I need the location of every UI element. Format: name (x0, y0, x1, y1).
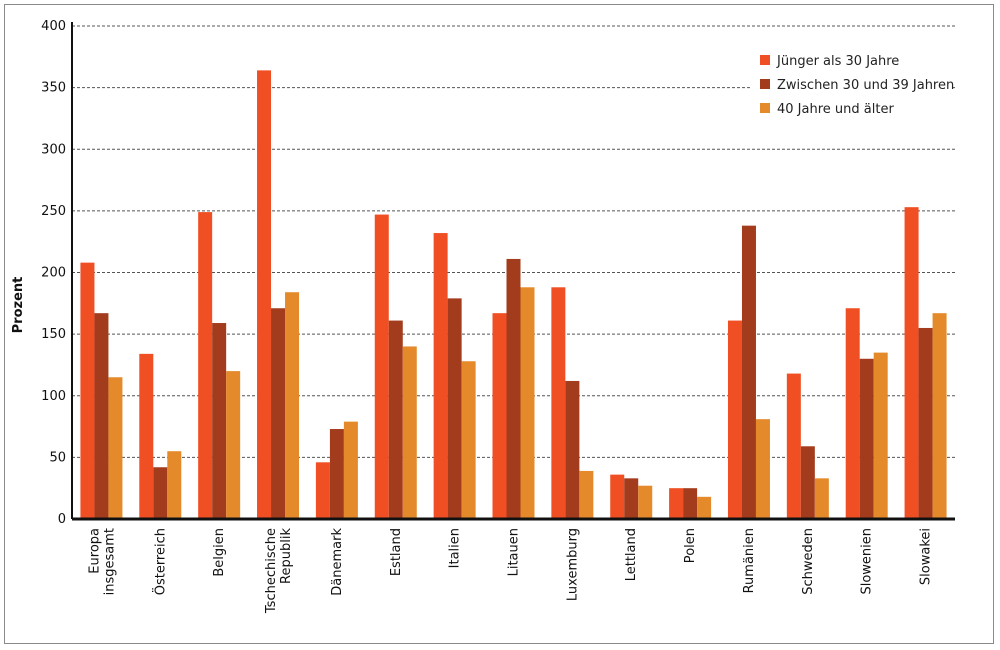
bar (624, 478, 639, 519)
legend-label: 40 Jahre und älter (777, 102, 894, 117)
bar (800, 446, 815, 519)
bar (506, 258, 521, 519)
bar (433, 233, 448, 519)
x-tick-label: Europainsgesamt (87, 528, 117, 595)
y-axis-ticks: 0 50 100 150 200 250 300 350 400 (41, 19, 66, 527)
x-tick-label: Rumänien (742, 528, 757, 593)
bar (918, 327, 933, 519)
x-tick-label: Dänemark (330, 528, 345, 596)
x-tick-label: Estland (389, 528, 404, 576)
bar (551, 287, 566, 519)
bar (461, 361, 476, 519)
y-tick-label: 400 (41, 19, 66, 34)
y-tick-label: 0 (58, 512, 66, 527)
x-tick-label: Lettland (624, 528, 639, 581)
bar (741, 225, 756, 520)
bar (447, 298, 462, 519)
bar (565, 380, 580, 519)
x-tick-label: Slowenien (860, 528, 875, 595)
y-axis-title: Prozent (11, 277, 26, 334)
x-tick-label: Luxemburg (565, 528, 580, 601)
bar (374, 214, 389, 519)
bar (212, 323, 227, 519)
bar (285, 292, 300, 519)
bar (638, 485, 653, 519)
legend-swatch (760, 79, 770, 89)
bar (683, 488, 698, 519)
legend-swatch (760, 103, 770, 113)
bar (329, 429, 344, 519)
x-tick-label: Österreich (151, 528, 168, 595)
y-tick-label: 100 (41, 389, 66, 404)
x-tick-label: Schweden (801, 528, 816, 595)
bar (697, 496, 712, 519)
bar (315, 462, 330, 519)
bar (814, 478, 829, 519)
bar (669, 488, 684, 519)
bar (94, 313, 109, 519)
bar (80, 262, 95, 519)
legend-label: Jünger als 30 Jahre (776, 54, 899, 69)
legend-background (752, 46, 952, 124)
axes (71, 22, 955, 521)
legend: Jünger als 30 Jahre Zwischen 30 und 39 Ja… (752, 46, 954, 124)
x-tick-label: Litauen (507, 528, 522, 576)
bar (579, 470, 594, 519)
bar (139, 353, 154, 519)
x-tick-label: Polen (683, 528, 698, 563)
bar (257, 70, 272, 520)
x-tick-label: Belgien (212, 528, 227, 577)
bar (932, 313, 947, 519)
legend-swatch (760, 55, 770, 65)
bar (167, 451, 182, 519)
bar (271, 308, 286, 519)
x-axis-labels: Europainsgesamt Österreich Belgien Tschechi… (87, 528, 933, 615)
y-tick-label: 250 (41, 204, 66, 219)
bar (388, 320, 403, 519)
y-tick-label: 300 (41, 142, 66, 157)
bar (402, 346, 417, 519)
bar (727, 320, 742, 519)
y-tick-label: 350 (41, 81, 66, 96)
bar (755, 419, 770, 519)
bar (226, 371, 241, 519)
y-tick-label: 50 (49, 450, 66, 465)
y-tick-label: 150 (41, 327, 66, 342)
bar (786, 373, 801, 519)
bars (80, 70, 947, 520)
bar (343, 421, 358, 519)
bar (610, 474, 625, 519)
bar (904, 207, 919, 520)
x-tick-label: Italien (448, 528, 463, 568)
bar (153, 467, 168, 519)
bar (108, 377, 123, 519)
x-tick-label: TschechischeRepublik (264, 528, 294, 615)
bar (492, 313, 507, 519)
bar (873, 352, 888, 519)
y-tick-label: 200 (41, 266, 66, 281)
bar (520, 287, 535, 519)
legend-label: Zwischen 30 und 39 Jahren (777, 78, 954, 93)
bar (845, 308, 860, 519)
x-tick-label: Slowakei (919, 528, 934, 585)
bar (198, 212, 213, 520)
bar (859, 358, 874, 519)
